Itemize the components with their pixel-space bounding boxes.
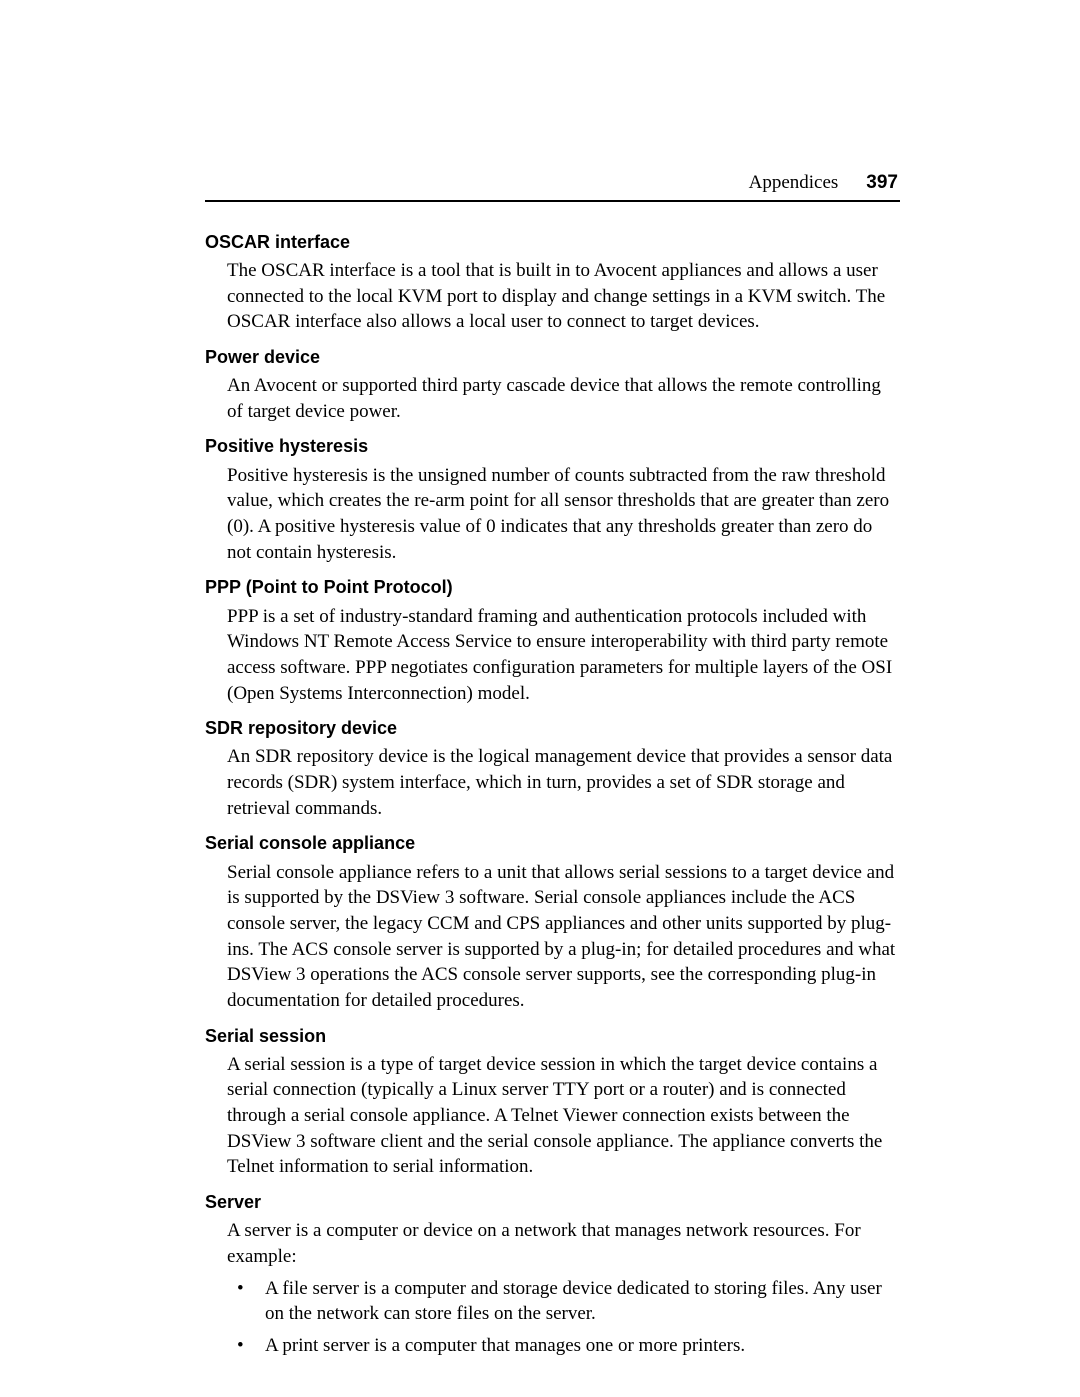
header-section-label: Appendices [749,170,839,196]
glossary-term: OSCAR interface [205,230,900,254]
glossary-definition: Positive hysteresis is the unsigned numb… [227,463,900,566]
glossary-term: Serial session [205,1024,900,1048]
glossary-definition: A server is a computer or device on a ne… [227,1218,900,1269]
glossary-bullet-item: A file server is a computer and storage … [255,1276,900,1327]
glossary-bullet-item: A print server is a computer that manage… [255,1333,900,1359]
glossary-term: Power device [205,345,900,369]
glossary-definition: Serial console appliance refers to a uni… [227,860,900,1014]
page-header: Appendices 397 [205,170,900,196]
glossary-term: Serial console appliance [205,831,900,855]
glossary-term: PPP (Point to Point Protocol) [205,575,900,599]
glossary-definition: PPP is a set of industry-standard framin… [227,604,900,707]
glossary-term: SDR repository device [205,716,900,740]
header-rule [205,200,900,202]
glossary-term: Positive hysteresis [205,434,900,458]
glossary-definition: The OSCAR interface is a tool that is bu… [227,258,900,335]
header-page-number: 397 [866,170,898,196]
glossary-definition: An SDR repository device is the logical … [227,744,900,821]
page-container: Appendices 397 OSCAR interface The OSCAR … [0,0,1080,1359]
glossary-definition: A serial session is a type of target dev… [227,1052,900,1180]
glossary-term: Server [205,1190,900,1214]
glossary-bullet-list: A file server is a computer and storage … [227,1276,900,1359]
glossary-entries: OSCAR interface The OSCAR interface is a … [205,230,900,1359]
glossary-definition: An Avocent or supported third party casc… [227,373,900,424]
